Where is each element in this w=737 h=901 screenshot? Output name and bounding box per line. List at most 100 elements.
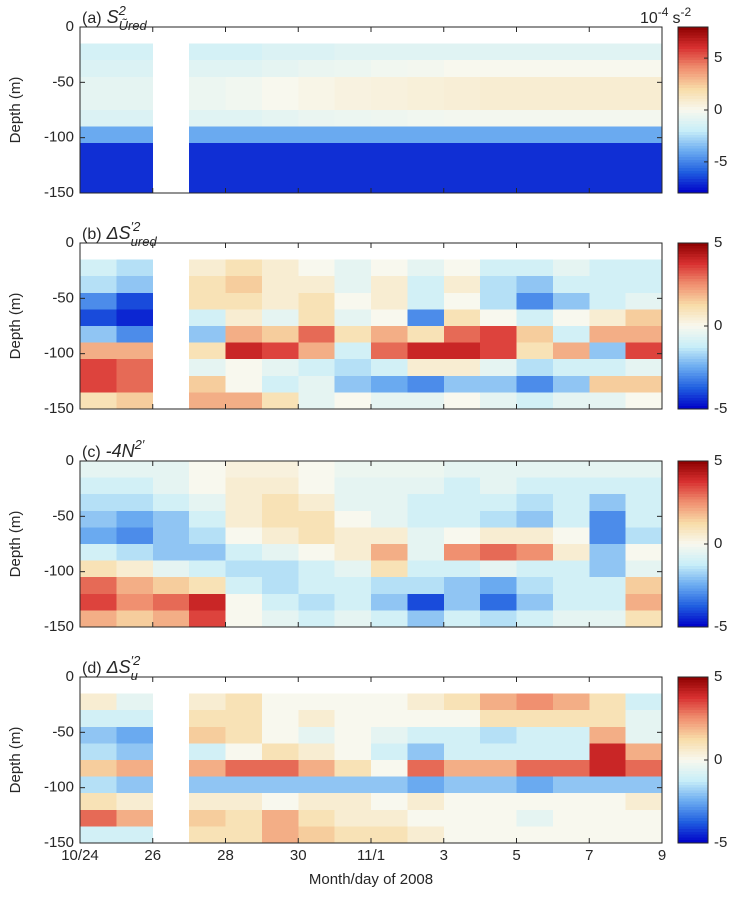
heatmap-cell	[80, 560, 117, 578]
heatmap-cell	[443, 93, 481, 110]
heatmap-cell	[334, 527, 371, 544]
y-tick-label: -100	[44, 129, 74, 146]
heatmap-cell	[116, 176, 153, 193]
colorbar-swatch	[678, 610, 708, 614]
heatmap-cell	[334, 143, 371, 160]
colorbar-swatch	[678, 527, 708, 531]
colorbar-swatch	[678, 184, 708, 188]
heatmap-cell	[443, 309, 481, 326]
heatmap-cell	[625, 143, 662, 160]
x-axis-label: Month/day of 2008	[309, 871, 433, 888]
colorbar-swatch	[678, 834, 708, 838]
heatmap-cell	[334, 461, 371, 478]
heatmap-cell	[480, 276, 517, 293]
heatmap-cell	[334, 126, 371, 144]
heatmap-cell	[407, 710, 444, 727]
colorbar-swatch	[678, 513, 708, 517]
heatmap-cell	[225, 693, 262, 711]
heatmap-cell	[298, 60, 335, 77]
heatmap-cell	[225, 342, 262, 360]
colorbar-swatch	[678, 373, 708, 377]
colorbar-swatch	[678, 145, 708, 150]
heatmap-cell	[371, 826, 408, 843]
colorbar-swatch	[678, 157, 708, 161]
heatmap-cell	[480, 143, 517, 160]
heatmap-cell	[480, 593, 517, 611]
colorbar-swatch	[678, 496, 708, 501]
heatmap-cell	[298, 309, 335, 326]
colorbar-swatch	[678, 599, 708, 603]
colorbar-swatch	[678, 602, 708, 606]
colorbar-swatch	[678, 469, 708, 473]
heatmap-cell	[261, 326, 299, 343]
heatmap-cell	[552, 342, 590, 360]
colorbar-swatch	[678, 309, 708, 313]
heatmap-cell	[589, 776, 626, 794]
heatmap-cell	[80, 60, 117, 77]
colorbar-swatch	[678, 771, 708, 775]
x-tick-label: 3	[440, 847, 448, 864]
heatmap-cell	[298, 43, 335, 61]
heatmap-cell	[407, 726, 444, 744]
heatmap-cell	[225, 510, 262, 528]
heatmap-cell	[116, 93, 153, 110]
heatmap-cell	[443, 392, 481, 409]
heatmap-cell	[589, 342, 626, 360]
heatmap-cell	[334, 544, 371, 561]
heatmap-cell	[407, 494, 444, 511]
heatmap-cell	[407, 342, 444, 360]
heatmap-cell	[516, 726, 553, 744]
heatmap-cell	[480, 710, 517, 727]
heatmap-cell	[116, 826, 153, 843]
heatmap-cell	[443, 176, 481, 193]
y-tick-label: -150	[44, 184, 74, 201]
colorbar-swatch	[678, 287, 708, 291]
heatmap-cell	[261, 826, 299, 843]
heatmap-cell	[407, 375, 444, 393]
heatmap-cell	[189, 259, 226, 277]
heatmap-cell	[225, 593, 262, 611]
heatmap-cell	[407, 276, 444, 293]
heatmap-cell	[480, 776, 517, 794]
heatmap-cell	[516, 159, 553, 177]
heatmap-cell	[371, 527, 408, 544]
heatmap-cell	[516, 392, 553, 409]
colorbar-swatch	[678, 707, 708, 711]
heatmap-cell	[80, 693, 117, 711]
heatmap-cell	[116, 110, 153, 127]
y-tick-label: 0	[66, 234, 74, 251]
colorbar-swatch	[678, 170, 708, 175]
heatmap-cell	[443, 610, 481, 627]
heatmap-cell	[152, 510, 190, 528]
title-symbol: ΔS	[106, 223, 131, 243]
heatmap-cell	[371, 743, 408, 760]
heatmap-cell	[407, 560, 444, 578]
y-tick-label: -150	[44, 834, 74, 851]
heatmap-cell	[80, 809, 117, 827]
heatmap-cell	[443, 710, 481, 727]
heatmap-cell	[334, 560, 371, 578]
heatmap-cell	[116, 544, 153, 561]
heatmap-cell	[443, 544, 481, 561]
heatmap-cell	[225, 477, 262, 495]
colorbar-swatch	[678, 591, 708, 595]
colorbar-swatch	[678, 541, 708, 545]
heatmap-cell	[261, 743, 299, 760]
heatmap-cell	[189, 826, 226, 843]
colorbar-swatch	[678, 472, 708, 476]
heatmap-cell	[516, 461, 553, 478]
heatmap-cell	[443, 461, 481, 478]
heatmap-cell	[407, 392, 444, 409]
colorbar-swatch	[678, 784, 708, 789]
heatmap-cell	[589, 477, 626, 495]
heatmap-cell	[371, 477, 408, 495]
colorbar-swatch	[678, 251, 708, 255]
heatmap-cell	[625, 510, 662, 528]
colorbar-swatch	[678, 328, 708, 333]
colorbar-swatch	[678, 801, 708, 805]
colorbar-swatch	[678, 40, 708, 45]
panel-title: (c) -4N2′	[82, 437, 145, 461]
heatmap-cell	[298, 176, 335, 193]
colorbar-swatch	[678, 364, 708, 368]
